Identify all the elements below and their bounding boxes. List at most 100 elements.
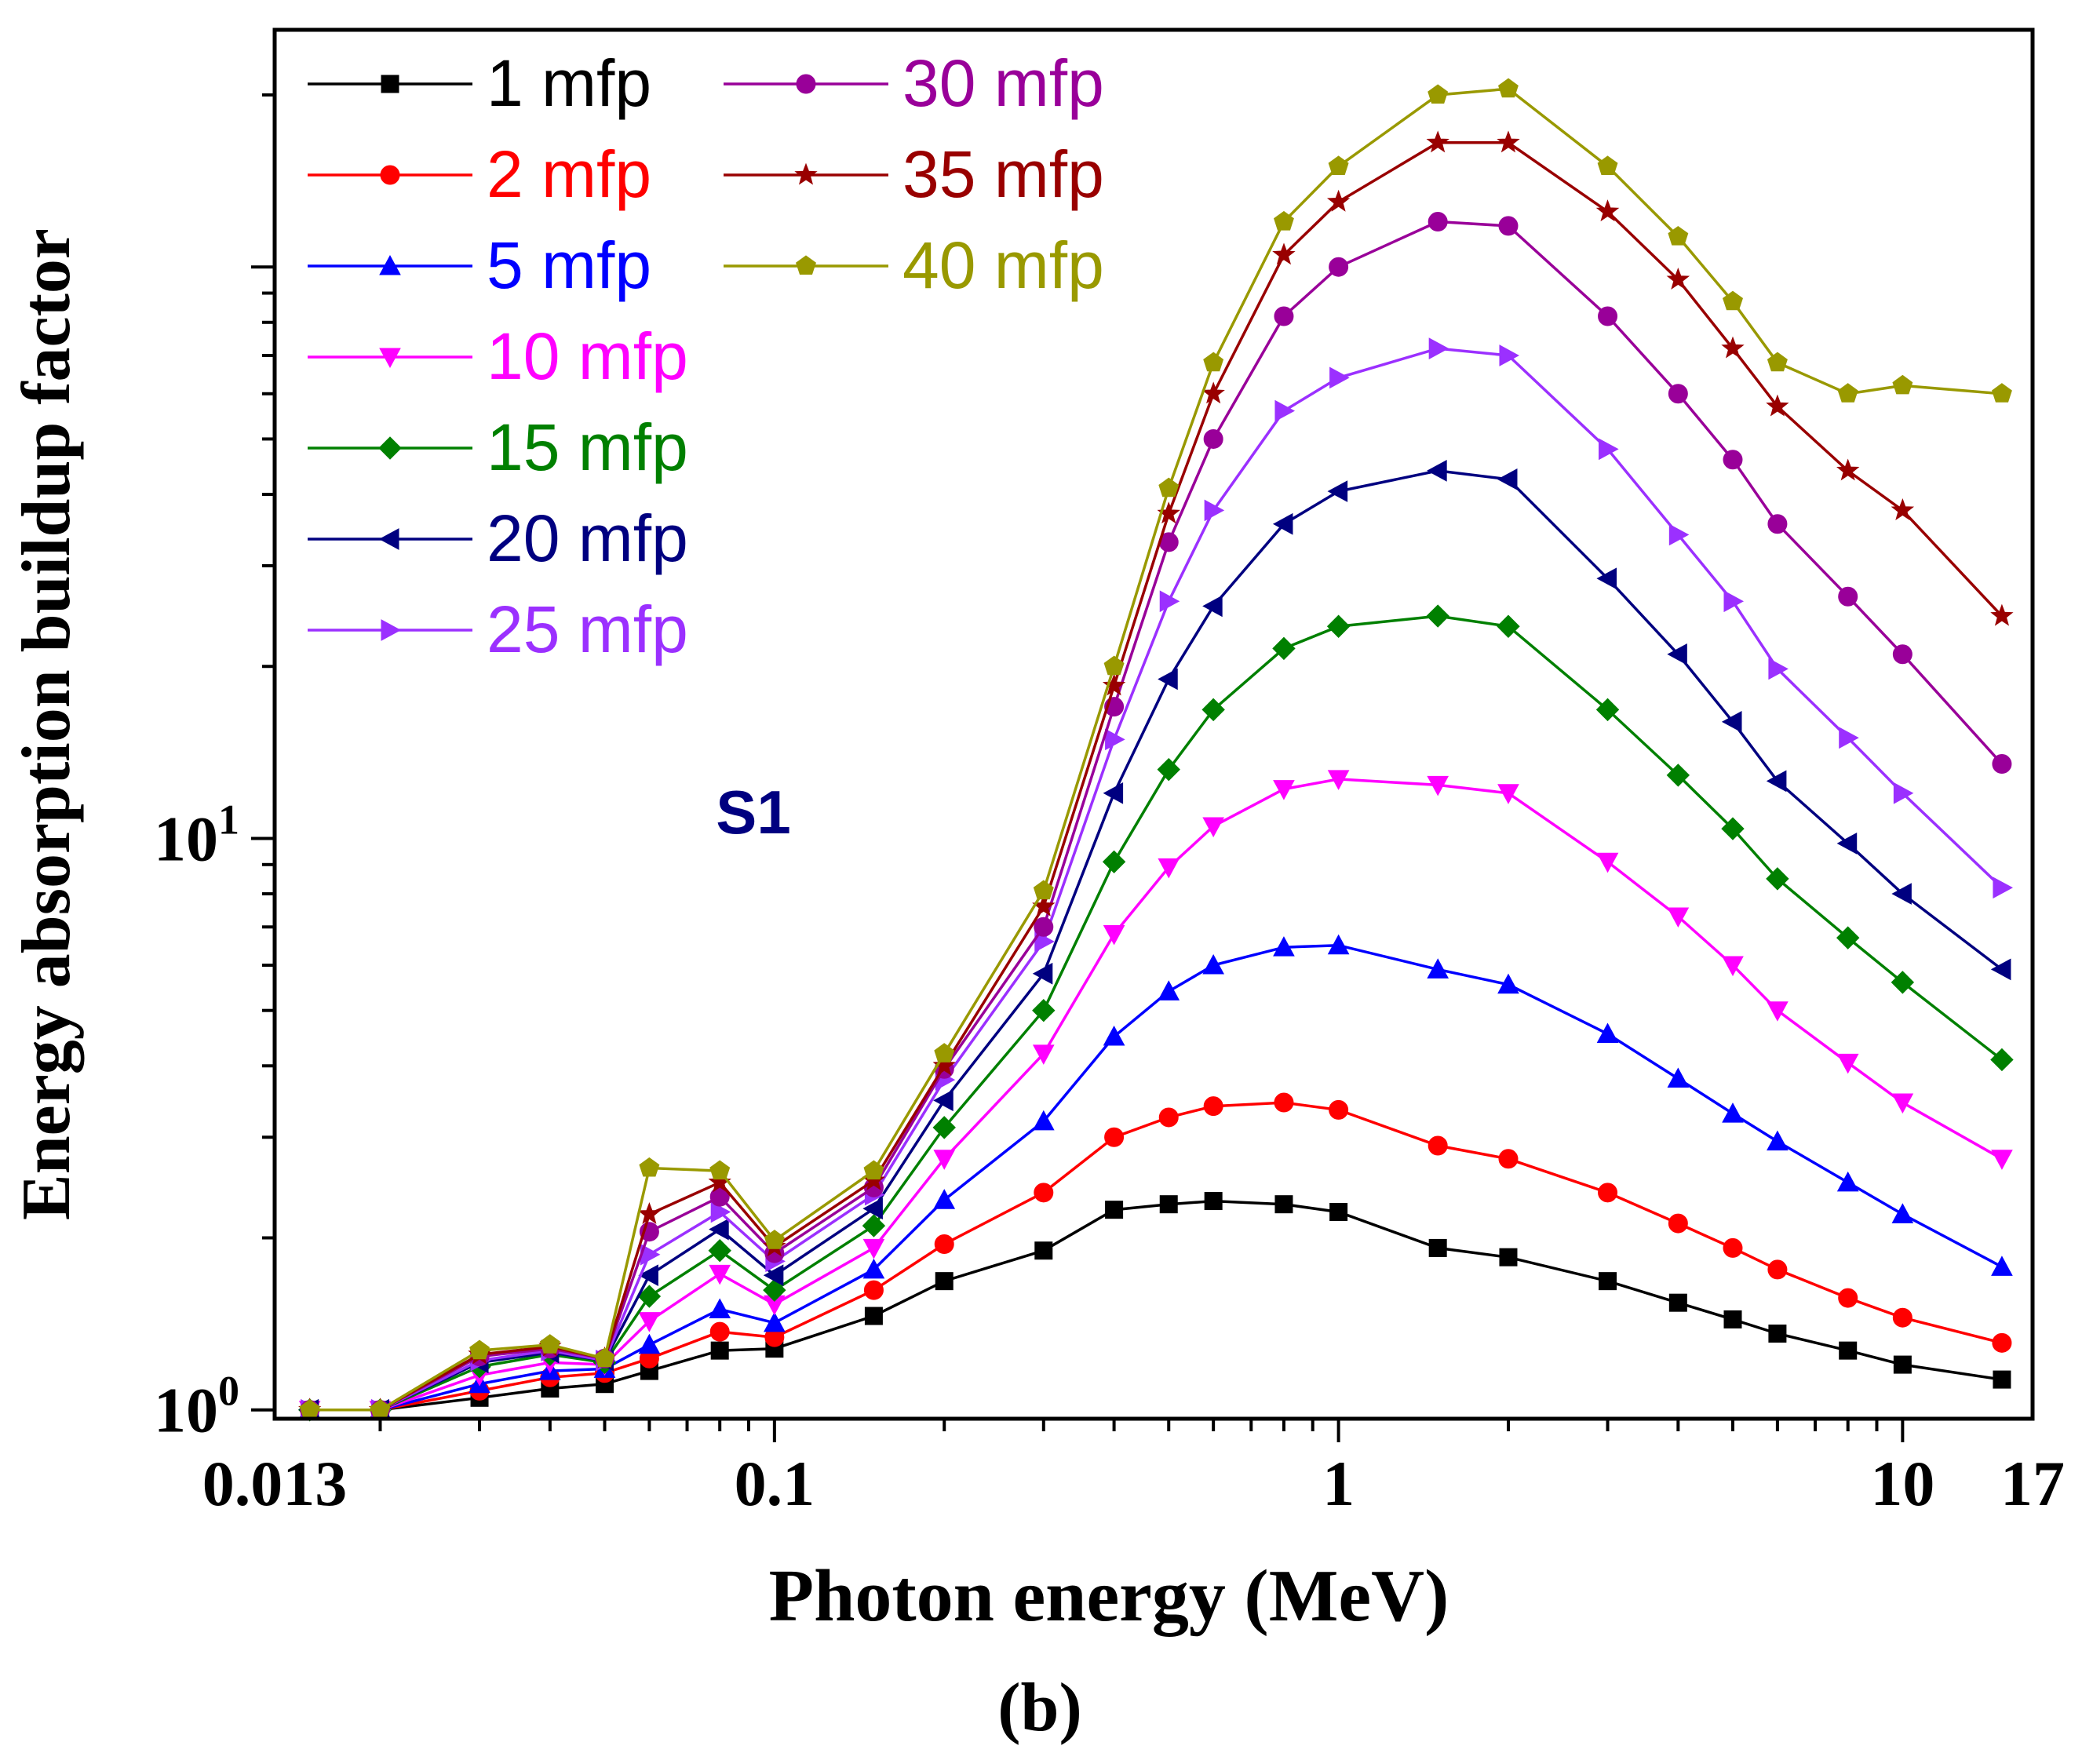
data-point [1839,1341,1858,1360]
data-point [1428,212,1448,232]
legend-swatch-marker [380,165,400,185]
data-point [1201,381,1225,404]
data-point [1839,727,1859,749]
data-point [1274,1195,1293,1214]
data-point [1595,199,1620,222]
data-point [934,1043,955,1062]
data-point [1836,833,1858,855]
data-point [1329,1099,1349,1120]
data-point [1993,877,2013,899]
legend: 1 mfp 2 mfp 5 mfp 10 mfp 15 mfp 20 mfp 25 mfp 3… [308,46,1104,666]
data-point [1992,754,2012,774]
legend-label: 15 mfp [487,410,688,484]
data-point [1990,1048,2014,1072]
data-point [1723,1310,1742,1328]
data-point [1667,643,1687,665]
data-point [1105,1201,1124,1219]
data-point [864,1307,883,1325]
data-point [639,1157,660,1177]
data-point [1428,337,1449,359]
data-point [1497,130,1520,153]
legend-swatch-marker [379,348,401,369]
data-point [1103,924,1125,946]
data-point [1202,817,1224,838]
legend-item: 2 mfp [308,137,651,211]
data-point [1034,1241,1053,1260]
legend-label: 20 mfp [487,501,688,575]
data-point [1326,614,1351,638]
data-point [1327,934,1350,955]
data-point [638,1333,661,1354]
series-layer [297,78,2014,1422]
axes: 0.013 0.1 1 10 17 100 101 [154,93,2065,1519]
data-point [1838,586,1858,607]
legend-swatch-marker [381,75,399,93]
data-point [1723,290,1743,311]
data-point [1599,438,1619,461]
data-point [1836,1053,1859,1074]
data-point [1497,468,1518,490]
data-point [1723,590,1745,613]
legend-item: 30 mfp [724,46,1104,120]
legend-swatch-marker [796,74,816,94]
data-point [1721,710,1742,733]
data-point [1767,1259,1788,1280]
data-point [709,1160,731,1180]
x-tick-label: 1 [1322,1448,1355,1519]
data-point [1157,757,1180,782]
data-point [1596,1022,1619,1044]
data-point [1668,523,1690,546]
data-point [1427,460,1447,482]
data-point [1892,644,1913,665]
data-point [709,1218,729,1241]
legend-swatch-marker [378,528,399,550]
data-point [1767,514,1788,534]
data-point [1596,852,1619,873]
data-point [1034,1183,1054,1203]
data-point [1497,784,1519,804]
legend-label: 1 mfp [487,46,651,120]
data-point [1766,394,1789,417]
x-tick-label: 17 [2000,1448,2065,1519]
x-tick-label: 0.013 [202,1448,348,1519]
data-point [1159,1195,1178,1214]
data-point [1428,84,1449,104]
legend-label: 25 mfp [487,592,688,666]
data-point [1329,366,1350,389]
legend-label: 40 mfp [902,228,1104,302]
data-point [1892,1307,1913,1328]
legend-label: 2 mfp [487,137,651,211]
data-point [1766,867,1789,891]
data-point [1599,1272,1617,1291]
data-point [1597,155,1618,175]
data-point [1893,1355,1912,1374]
legend-item: 35 mfp [724,137,1104,211]
data-point [1327,770,1350,790]
data-point [1891,1203,1914,1223]
x-tick-label: 0.1 [735,1448,815,1519]
data-point [764,1311,786,1332]
data-point [862,1258,885,1279]
data-point [1990,603,2014,626]
legend-swatch-marker [794,162,818,185]
data-point [1722,956,1744,977]
legend-label: 30 mfp [902,46,1104,120]
data-point [1668,1293,1687,1312]
data-point [1427,775,1449,796]
data-point [1426,130,1449,153]
data-point [932,1053,956,1076]
data-point [863,1280,884,1300]
data-point [1992,1332,2012,1353]
data-point [1666,267,1690,290]
data-point [1203,352,1224,372]
data-point [1668,384,1688,404]
data-point [1993,1370,2011,1389]
data-point [1836,458,1860,481]
data-point [594,1347,615,1368]
data-point [1721,817,1745,840]
legend-label: 5 mfp [487,228,651,302]
data-point [1328,155,1349,175]
data-point [1273,936,1295,957]
data-point [933,1150,956,1170]
